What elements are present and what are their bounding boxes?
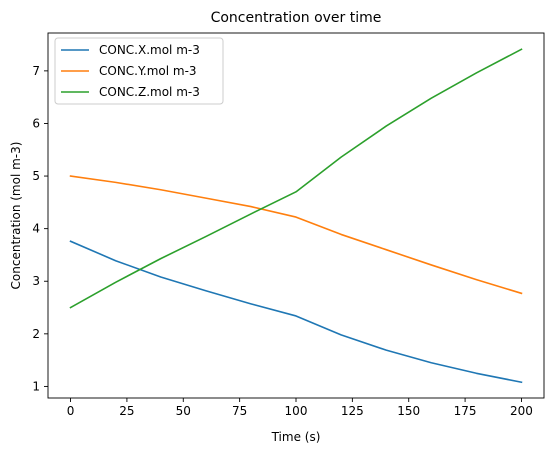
x-tick-label: 25: [119, 404, 134, 418]
legend: CONC.X.mol m-3 CONC.Y.mol m-3 CONC.Z.mol m…: [54, 37, 224, 105]
x-axis: 0 25 50 75 100 125 150 175 200: [67, 398, 533, 418]
series-line-2: [69, 175, 523, 295]
legend-box: [54, 37, 224, 105]
x-tick-label: 175: [454, 404, 477, 418]
y-axis: 1 2 3 4 5 6 7: [32, 64, 48, 393]
series-line-3: [69, 48, 523, 309]
x-axis-title: Time (s): [271, 430, 321, 444]
x-tick-label: 75: [232, 404, 247, 418]
legend-label-3: CONC.Z.mol m-3: [99, 85, 200, 99]
x-tick-label: 125: [341, 404, 364, 418]
legend-label-1: CONC.X.mol m-3: [99, 43, 200, 57]
series-line-1: [69, 240, 523, 384]
y-tick-label: 6: [32, 116, 40, 130]
y-tick-label: 4: [32, 222, 40, 236]
x-tick-label: 150: [397, 404, 420, 418]
x-tick-label: 200: [510, 404, 533, 418]
y-tick-label: 3: [32, 274, 40, 288]
x-tick-label: 50: [176, 404, 191, 418]
legend-label-2: CONC.Y.mol m-3: [99, 64, 197, 78]
y-tick-label: 5: [32, 169, 40, 183]
y-tick-label: 7: [32, 64, 40, 78]
y-tick-label: 2: [32, 327, 40, 341]
y-axis-title: Concentration (mol m-3): [9, 142, 23, 290]
y-tick-label: 1: [32, 379, 40, 393]
x-tick-label: 0: [67, 404, 75, 418]
x-tick-label: 100: [285, 404, 308, 418]
chart-title: Concentration over time: [211, 10, 382, 26]
